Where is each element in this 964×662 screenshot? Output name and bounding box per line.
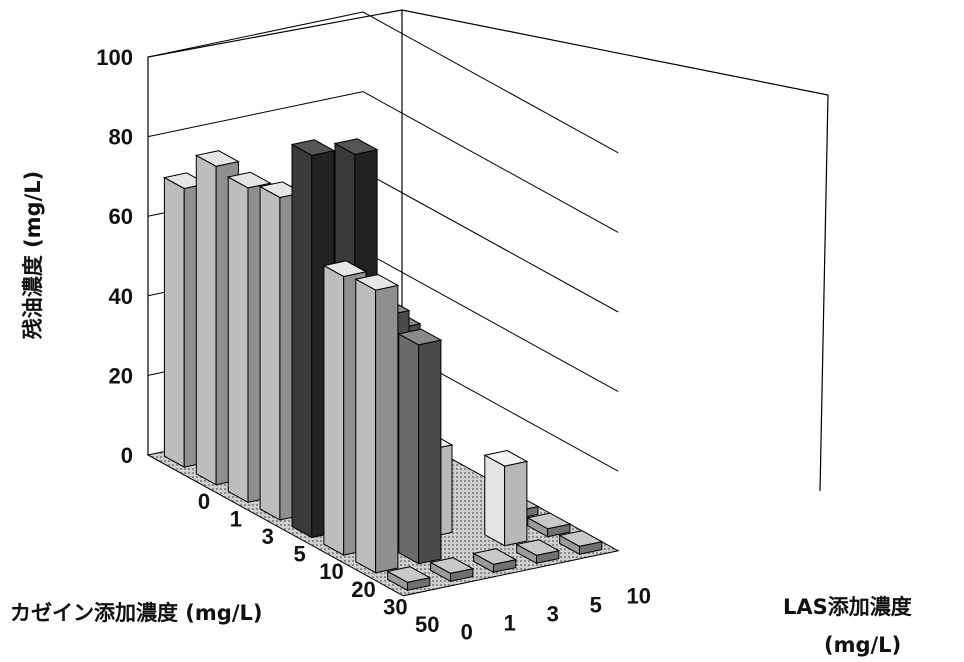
las-tick-label: 5 (590, 592, 602, 617)
bar-top-face (429, 557, 475, 574)
bar-front-face (195, 154, 217, 486)
y-axis-title: 残油濃度 (mg/L) (21, 171, 45, 339)
y-tick-label: 60 (109, 204, 133, 229)
bar-side-face (375, 284, 399, 574)
bar-top-face (483, 449, 529, 467)
bar (397, 328, 443, 565)
y-tick-label: 0 (121, 443, 133, 468)
bar (483, 449, 529, 547)
bar-top-face (472, 548, 518, 565)
las-tick-label: 1 (504, 610, 516, 635)
bar-front-face (163, 176, 185, 468)
bar-top-face (226, 171, 272, 189)
bar-top-face (194, 150, 240, 167)
bar (515, 539, 561, 565)
gridline-left-wall (147, 11, 364, 58)
casein-axis-title: カゼイン添加濃度 (mg/L) (10, 601, 262, 625)
y-axis-ticks: 0 20 40 60 80 100 (96, 45, 133, 468)
gridline-back-wall (362, 250, 619, 393)
las-axis-title-line2: (mg/L) (824, 633, 901, 657)
casein-tick-label: 10 (319, 559, 343, 584)
bar-front-face (291, 143, 313, 539)
bar-top-face (333, 138, 379, 155)
y-tick-label: 20 (109, 363, 133, 388)
casein-tick-label: 20 (351, 577, 375, 602)
bar-side-face (418, 339, 442, 565)
casein-tick-label: 5 (294, 542, 306, 567)
y-tick-label: 40 (109, 284, 133, 309)
las-axis-title-line1: LAS添加濃度 (783, 595, 912, 619)
gridline-back-wall (362, 11, 619, 154)
casein-tick-label: 50 (415, 612, 439, 637)
bar (429, 557, 475, 583)
las-tick-label: 10 (626, 583, 650, 608)
bar-front-face (259, 185, 281, 521)
bars (162, 138, 604, 592)
bar (386, 566, 432, 592)
y-tick-label: 100 (96, 45, 133, 70)
las-axis-ticks: 0 1 3 5 10 (461, 583, 651, 644)
bar (472, 548, 518, 574)
bar-top-face (322, 260, 368, 278)
bar-top-face (290, 139, 336, 156)
bar-top-face (386, 566, 432, 583)
gridline-back-wall (362, 170, 619, 313)
bar-top-face (558, 530, 604, 547)
gridline-left-wall (147, 91, 364, 138)
casein-tick-label: 0 (198, 489, 210, 514)
gridline-back-wall (362, 91, 619, 233)
bar-front-face (323, 264, 345, 556)
bar-front-face (227, 176, 249, 504)
casein-tick-label: 1 (230, 506, 242, 531)
bar-top-face (354, 273, 400, 291)
casein-tick-label: 30 (383, 594, 407, 619)
y-tick-label: 80 (109, 125, 133, 150)
bar (558, 530, 604, 556)
axis-titles: 残油濃度 (mg/L) カゼイン添加濃度 (mg/L) LAS添加濃度 (mg/… (10, 171, 912, 657)
las-tick-label: 3 (547, 601, 559, 626)
bar-front-face (355, 278, 377, 574)
casein-tick-label: 3 (262, 524, 274, 549)
bar-front-face (398, 333, 420, 565)
bar-top-face (526, 512, 572, 530)
bar-side-face (504, 460, 528, 547)
bar (526, 512, 572, 538)
bar-front-face (484, 454, 506, 547)
las-tick-label: 0 (461, 619, 473, 644)
bar-top-face (397, 328, 443, 346)
bar (354, 273, 400, 574)
bar-top-face (515, 539, 561, 556)
